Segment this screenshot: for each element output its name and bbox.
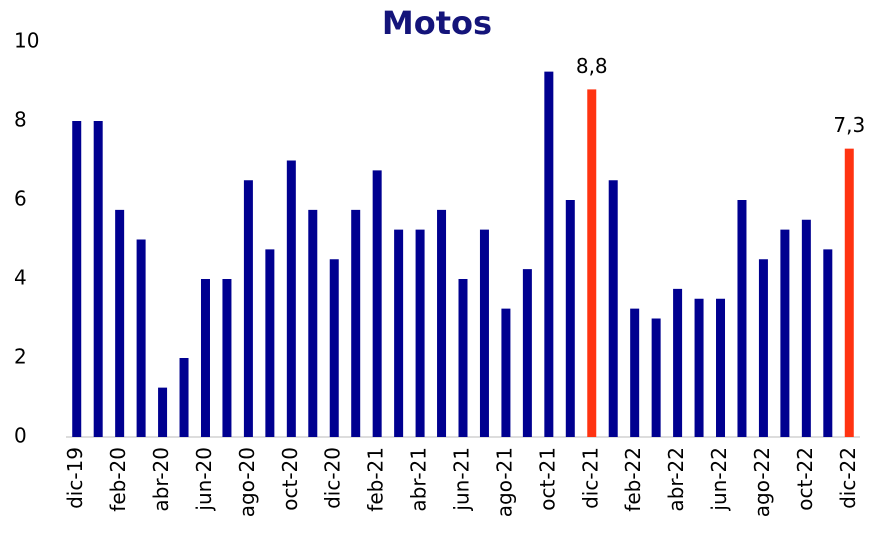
x-tick-label: feb-22 <box>621 447 645 512</box>
bar <box>716 298 726 437</box>
y-tick-label: 8 <box>14 108 27 132</box>
value-label: 8,8 <box>576 54 608 78</box>
bar <box>608 180 618 437</box>
x-tick-label: oct-22 <box>793 447 817 511</box>
x-tick-label: dic-20 <box>321 447 345 509</box>
bar <box>844 148 854 437</box>
x-tick-label: dic-22 <box>836 447 860 509</box>
x-tick-label: ago-22 <box>750 447 774 517</box>
x-tick-label: feb-20 <box>106 447 130 512</box>
chart-title: Motos <box>382 4 492 42</box>
bar <box>758 259 768 437</box>
y-tick-label: 4 <box>14 266 27 290</box>
bar <box>351 209 361 437</box>
bar <box>801 219 811 437</box>
bar <box>200 279 210 437</box>
x-tick-label: feb-21 <box>364 447 388 512</box>
x-tick-label: oct-21 <box>535 447 559 511</box>
bar <box>329 259 339 437</box>
y-tick-label: 2 <box>14 345 27 369</box>
bar <box>437 209 447 437</box>
bar <box>243 180 253 437</box>
x-tick-label: jun-20 <box>192 447 216 512</box>
bar <box>630 308 640 437</box>
bar <box>93 121 103 437</box>
x-tick-label: oct-20 <box>278 447 302 511</box>
bar <box>673 288 683 437</box>
x-tick-label: ago-20 <box>235 447 259 517</box>
bar <box>587 89 597 438</box>
bar <box>501 308 511 437</box>
bar <box>522 269 532 437</box>
bar <box>737 200 747 437</box>
bar <box>115 209 125 437</box>
bar <box>308 209 318 437</box>
x-tick-label: abr-21 <box>407 447 431 512</box>
x-tick-label: abr-20 <box>149 447 173 512</box>
bar <box>651 318 661 437</box>
x-tick-label: abr-22 <box>664 447 688 512</box>
y-tick-label: 10 <box>14 29 39 53</box>
x-tick-label: dic-21 <box>578 447 602 509</box>
bar <box>694 298 704 437</box>
bar <box>565 200 575 437</box>
y-tick-label: 6 <box>14 187 27 211</box>
bar <box>458 279 468 437</box>
x-tick-label: ago-21 <box>492 447 516 517</box>
y-tick-label: 0 <box>14 424 27 448</box>
bar <box>780 229 790 437</box>
x-tick-label: dic-19 <box>63 447 87 509</box>
bar <box>286 160 296 437</box>
bar <box>823 249 833 437</box>
bar <box>265 249 275 437</box>
bar <box>72 121 82 437</box>
bar <box>158 387 168 437</box>
bar <box>544 71 554 437</box>
bar <box>372 170 382 437</box>
bar <box>479 229 489 437</box>
value-label: 7,3 <box>833 113 865 137</box>
bar <box>415 229 425 437</box>
bar <box>179 358 189 437</box>
bar <box>136 239 146 437</box>
x-tick-label: jun-21 <box>450 447 474 512</box>
bar <box>222 279 232 437</box>
bar <box>394 229 404 437</box>
x-tick-label: jun-22 <box>707 447 731 512</box>
